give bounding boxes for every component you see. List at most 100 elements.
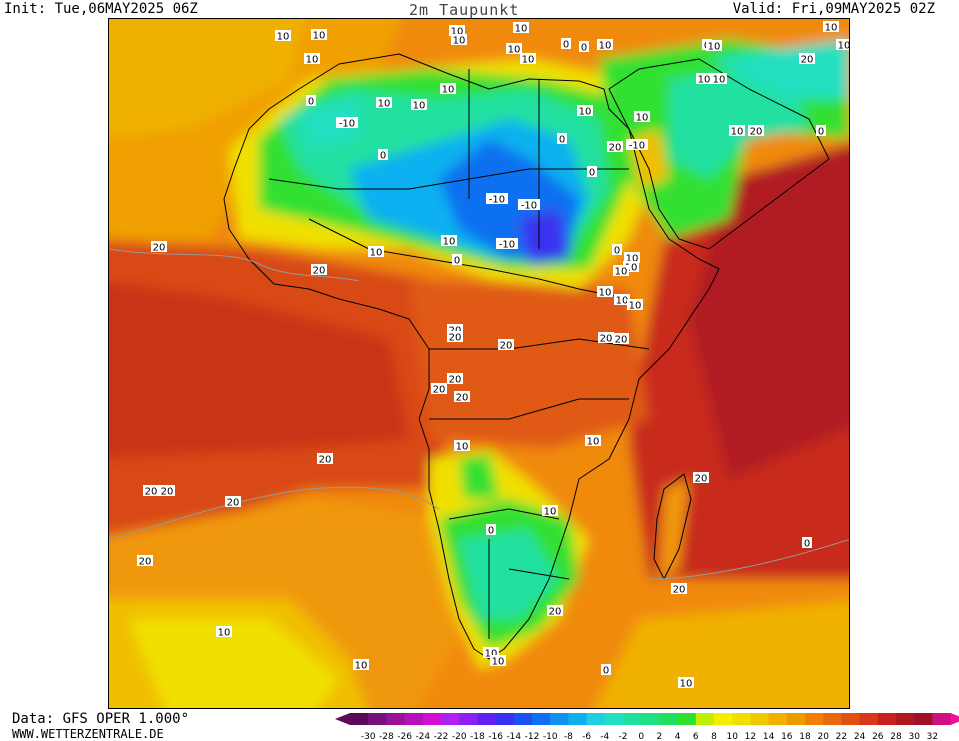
contour-label: 10	[836, 39, 850, 52]
chart-title: 2m Taupunkt	[409, 1, 520, 19]
legend-tick-label: 24	[854, 732, 866, 741]
contour-label: 10	[483, 647, 499, 660]
svg-text:20: 20	[500, 341, 513, 352]
contour-label: 20	[671, 583, 687, 596]
contour-label: 20	[159, 485, 175, 498]
contour-label: 10	[542, 505, 558, 518]
legend-tick-label: 6	[693, 732, 699, 741]
svg-text:0: 0	[804, 539, 810, 550]
contour-label: 20	[799, 53, 815, 66]
legend-swatch	[404, 713, 424, 725]
contour-label: 10	[454, 440, 470, 453]
contour-label: 10	[311, 29, 327, 42]
legend-swatch	[786, 713, 806, 725]
svg-text:10: 10	[218, 628, 231, 639]
svg-text:10: 10	[306, 55, 319, 66]
legend-tick-label: -14	[506, 732, 521, 741]
svg-text:20: 20	[139, 557, 152, 568]
svg-text:0: 0	[488, 526, 494, 537]
contour-label: -10	[496, 238, 518, 251]
svg-text:0: 0	[589, 168, 595, 179]
contour-label: 10	[304, 53, 320, 66]
svg-text:-10: -10	[499, 240, 515, 251]
contour-label: 10	[729, 125, 745, 138]
legend-tick-label: 4	[675, 732, 681, 741]
contour-label: 0	[579, 41, 589, 54]
contour-label: 0	[557, 133, 567, 146]
contour-label: 0	[486, 524, 496, 537]
legend-swatch	[768, 713, 788, 725]
legend-tick-label: -20	[452, 732, 467, 741]
svg-text:20: 20	[549, 607, 562, 618]
legend-swatch	[750, 713, 770, 725]
svg-text:0: 0	[581, 43, 587, 54]
svg-text:10: 10	[636, 113, 649, 124]
svg-text:10: 10	[698, 75, 711, 86]
svg-text:10: 10	[453, 36, 466, 47]
legend-tick-label: -10	[543, 732, 558, 741]
contour-label: 10	[490, 655, 506, 668]
legend-swatch	[695, 713, 715, 725]
svg-text:0: 0	[818, 127, 824, 138]
contour-label: 20	[143, 485, 159, 498]
contour-label: 0	[612, 244, 622, 257]
contour-label: 20	[151, 241, 167, 254]
contour-label: 20	[454, 391, 470, 404]
svg-text:10: 10	[413, 101, 426, 112]
legend-tick-label: 32	[927, 732, 938, 741]
legend-swatch	[386, 713, 406, 725]
legend-tick-label: 22	[836, 732, 847, 741]
svg-text:20: 20	[313, 266, 326, 277]
svg-text:10: 10	[451, 27, 464, 38]
svg-text:20: 20	[673, 585, 686, 596]
legend-tick-label: 2	[657, 732, 663, 741]
svg-text:20: 20	[609, 143, 622, 154]
svg-text:20: 20	[615, 335, 628, 346]
contour-label: 10	[368, 246, 384, 259]
svg-text:20: 20	[456, 393, 469, 404]
legend-tick-label: -30	[361, 732, 376, 741]
svg-text:10: 10	[838, 41, 850, 52]
svg-text:10: 10	[515, 24, 528, 35]
svg-text:20: 20	[433, 385, 446, 396]
color-legend: -30 -28 -26 -24 -22 -20 -18 -16 -14 -12 -10 -8 -6 -4-…	[335, 713, 959, 741]
contour-label: 20	[607, 141, 623, 154]
svg-text:-10: -10	[629, 141, 645, 152]
legend-tick-label: -24	[415, 732, 430, 741]
legend-tick-label: 16	[781, 732, 793, 741]
contour-label: 10	[506, 43, 522, 56]
svg-text:20: 20	[600, 334, 613, 345]
svg-text:10: 10	[615, 267, 628, 278]
contour-label: -10	[518, 199, 540, 212]
contour-label: 10	[376, 97, 392, 110]
contour-label: 0	[816, 125, 826, 138]
svg-text:10: 10	[492, 657, 505, 668]
legend-tick-label: -18	[470, 732, 485, 741]
contour-label: 20	[498, 339, 514, 352]
svg-text:-10: -10	[489, 195, 505, 206]
contour-label: 0	[802, 537, 812, 550]
legend-swatch	[641, 713, 660, 725]
contour-label: 10	[613, 265, 629, 278]
dewpoint-map: 1010101010010100100101010100-10101010010…	[108, 18, 850, 709]
contour-label: 10	[627, 299, 643, 312]
legend-swatch	[350, 713, 369, 725]
contour-label: 0	[601, 664, 611, 677]
svg-text:10: 10	[626, 254, 639, 265]
svg-text:0: 0	[308, 97, 314, 108]
contour-label: 10	[614, 294, 630, 307]
svg-text:10: 10	[629, 301, 642, 312]
contour-label: 20	[693, 472, 709, 485]
contour-labels: 1010101010010100100101010100-10101010010…	[137, 21, 850, 690]
legend-swatch	[586, 713, 606, 725]
legend-swatch	[495, 713, 515, 725]
contour-label: 10	[520, 53, 536, 66]
svg-text:20: 20	[161, 487, 174, 498]
legend-tick-label: 0	[638, 732, 644, 741]
contour-label: -10	[336, 117, 358, 130]
legend-swatch	[459, 713, 478, 725]
contour-label: 10	[678, 677, 694, 690]
valid-time: Valid: Fri,09MAY2025 02Z	[732, 1, 935, 17]
contour-label: -10	[486, 193, 508, 206]
dewpoint-fields	[109, 19, 849, 708]
